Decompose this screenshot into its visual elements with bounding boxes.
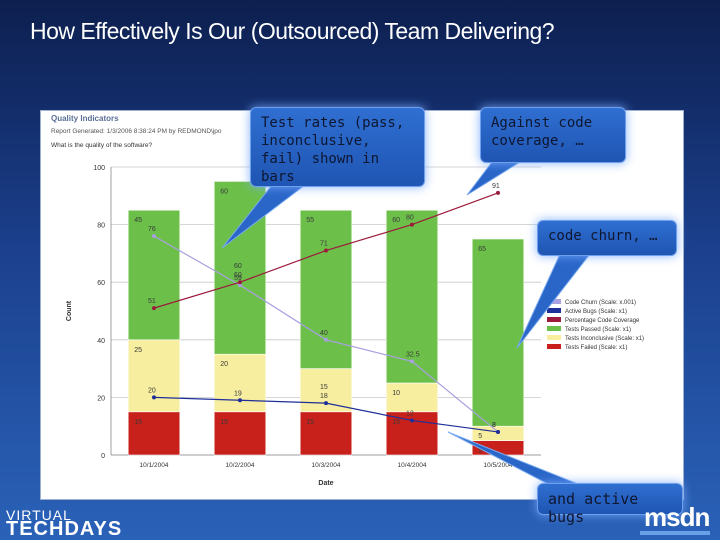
bar-2-2 <box>299 209 353 369</box>
legend-swatch-4 <box>547 335 561 340</box>
line-label-0-3: 32.5 <box>406 351 420 358</box>
bar-label-0-3: 15 <box>392 419 400 426</box>
legend-swatch-2 <box>547 317 561 322</box>
line-label-0-1: 59 <box>234 275 242 282</box>
line-label-1-0: 20 <box>148 387 156 394</box>
callout-test-rates: Test rates (pass, inconclusive, fail) sh… <box>250 107 425 187</box>
callout-pointer-3 <box>516 253 592 349</box>
x-axis-label: Date <box>318 480 333 487</box>
callout-pointer-2 <box>466 161 522 196</box>
line-point-0-1 <box>238 283 242 288</box>
logo-line-2: TECHDAYS <box>6 518 123 540</box>
y-tick-label-5: 100 <box>93 165 105 172</box>
bar-1-0 <box>127 339 181 413</box>
bar-label-1-0: 25 <box>134 347 142 354</box>
callout-pointer-1 <box>221 184 307 249</box>
y-axis-label: Count <box>66 300 73 321</box>
y-tick-label-0: 0 <box>101 453 105 460</box>
bar-2-4 <box>471 238 525 427</box>
legend-label-4: Tests Inconclusive (Scale: x1) <box>565 336 644 342</box>
line-label-2-4: 91 <box>492 183 500 190</box>
logo-line-1: VIRTUAL <box>6 507 72 523</box>
x-tick-label-1: 10/2/2004 <box>226 462 255 469</box>
legend-label-5: Tests Failed (Scale: x1) <box>565 345 627 351</box>
line-point-2-0 <box>152 306 156 311</box>
bar-label-2-1: 60 <box>220 188 228 195</box>
bar-label-1-3: 10 <box>392 390 400 397</box>
y-tick-label-4: 80 <box>97 223 105 230</box>
line-label-1-2: 18 <box>320 393 328 400</box>
line-point-2-3 <box>410 222 414 227</box>
legend-swatch-0 <box>547 299 561 304</box>
line-point-1-2 <box>324 401 328 406</box>
bar-label-2-0: 45 <box>134 217 142 224</box>
legend-swatch-1 <box>547 308 561 313</box>
line-label-0-4: 8 <box>492 422 496 429</box>
line-point-1-3 <box>410 418 414 423</box>
legend-label-2: Percentage Code Coverage <box>565 318 640 324</box>
line-label-0-0: 76 <box>148 226 156 233</box>
bar-label-2-2: 55 <box>306 217 314 224</box>
msdn-logo-underline <box>640 531 710 535</box>
bar-0-2 <box>299 411 353 456</box>
callout-code-churn: code churn, … <box>537 220 677 256</box>
line-point-0-3 <box>410 359 414 364</box>
callout-active-bugs: and active bugs <box>537 483 683 526</box>
legend-label-0: Code Churn (Scale: x.001) <box>565 300 636 306</box>
bar-label-0-4: 5 <box>478 448 482 455</box>
line-point-2-4 <box>496 190 500 195</box>
legend-label-3: Tests Passed (Scale: x1) <box>565 327 631 333</box>
msdn-logo: msdn <box>644 502 710 532</box>
report-generated: Report Generated: 1/3/2006 8:38:24 PM by… <box>51 128 222 135</box>
bar-label-1-1: 20 <box>220 361 228 368</box>
x-tick-label-0: 10/1/2004 <box>140 462 169 469</box>
extra-label-1: 15 <box>320 384 328 391</box>
bar-0-1 <box>213 411 267 456</box>
line-point-2-1 <box>238 280 242 285</box>
bar-2-0 <box>127 209 181 341</box>
report-question: What is the quality of the software? <box>51 142 153 149</box>
line-label-0-2: 40 <box>320 330 328 337</box>
y-tick-label-3: 60 <box>97 280 105 287</box>
line-label-1-4: 8 <box>492 422 496 429</box>
line-point-1-1 <box>238 398 242 403</box>
callout-code-coverage: Against code coverage, … <box>480 107 626 163</box>
legend-swatch-3 <box>547 326 561 331</box>
bar-label-0-1: 15 <box>220 419 228 426</box>
bar-2-3 <box>385 209 439 384</box>
line-point-1-4 <box>496 429 500 434</box>
x-tick-label-2: 10/3/2004 <box>312 462 341 469</box>
line-label-2-3: 80 <box>406 215 414 222</box>
x-tick-label-4: 10/5/2004 <box>484 462 513 469</box>
legend-swatch-5 <box>547 344 561 349</box>
bar-label-0-2: 15 <box>306 419 314 426</box>
slide-title: How Effectively Is Our (Outsourced) Team… <box>30 18 555 44</box>
line-label-2-0: 51 <box>148 298 156 305</box>
line-point-0-0 <box>152 234 156 239</box>
bar-label-0-0: 15 <box>134 419 142 426</box>
callout-pointer-4 <box>447 431 579 485</box>
line-point-0-2 <box>324 337 328 342</box>
line-point-1-0 <box>152 395 156 400</box>
line-label-2-2: 71 <box>320 241 328 248</box>
bar-label-1-4: 5 <box>478 433 482 440</box>
extra-label-0: 60 <box>234 263 242 270</box>
y-tick-label-1: 20 <box>97 395 105 402</box>
x-tick-label-3: 10/4/2004 <box>398 462 427 469</box>
bar-label-2-4: 65 <box>478 246 486 253</box>
report-heading: Quality Indicators <box>51 114 119 123</box>
line-point-2-2 <box>324 248 328 253</box>
y-tick-label-2: 40 <box>97 338 105 345</box>
virtual-techdays-logo: VIRTUAL TECHDAYS <box>6 507 123 540</box>
legend-label-1: Active Bugs (Scale: x1) <box>565 309 627 315</box>
line-label-1-3: 12 <box>406 410 414 417</box>
line-label-2-1: 60 <box>234 272 242 279</box>
bar-label-2-3: 60 <box>392 217 400 224</box>
line-label-1-1: 19 <box>234 390 242 397</box>
